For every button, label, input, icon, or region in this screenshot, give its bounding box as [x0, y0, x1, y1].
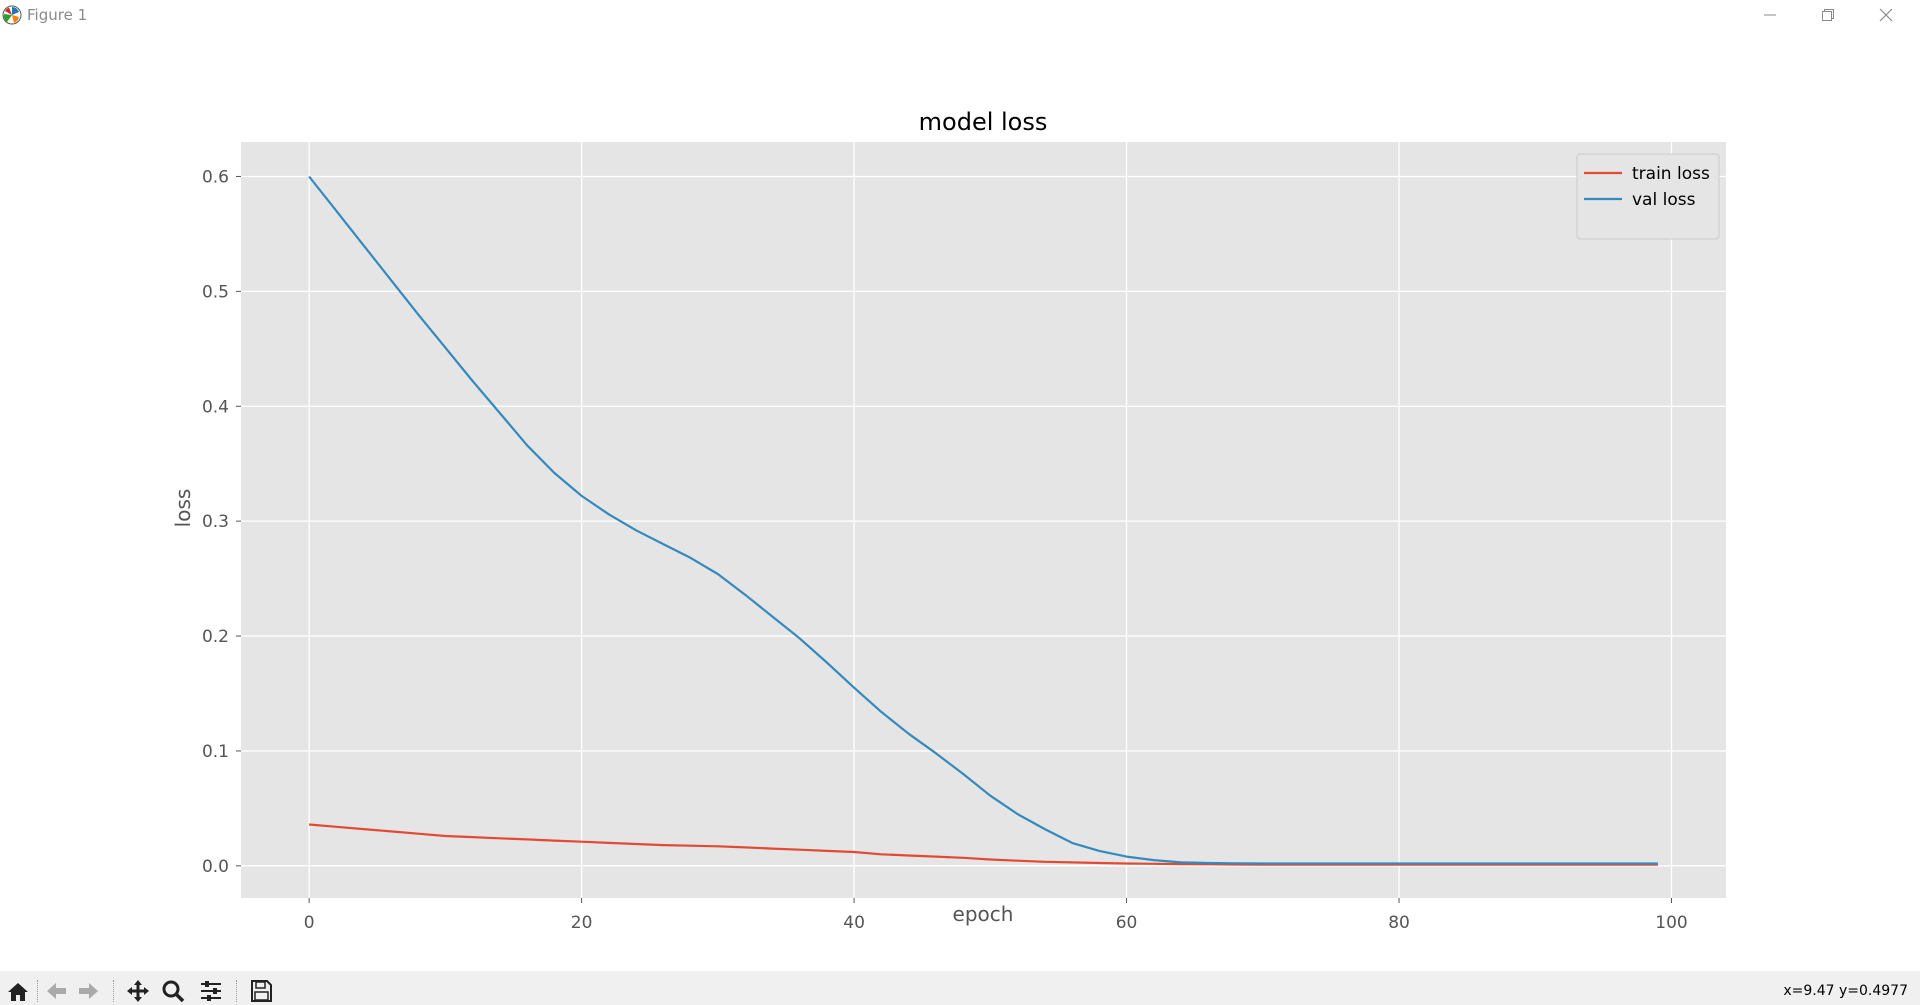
legend-box [1576, 153, 1720, 240]
chart-title: model loss [919, 108, 1048, 136]
restore-button[interactable] [1805, 0, 1851, 30]
series-lines [308, 175, 1658, 866]
legend-entry-label: val loss [1632, 190, 1696, 210]
zoom-icon [162, 980, 185, 1003]
plot-area [241, 142, 1726, 898]
toolbar-separator [113, 980, 115, 1002]
window-titlebar: Figure 1 [0, 0, 1920, 30]
axis-ticks: 0 20 40 60 80 100 0.0 0.1 0.2 0.3 0.4 0.5 0.6 [202, 167, 1688, 933]
series-line-val-loss [308, 175, 1658, 865]
x-tick-label: 80 [1388, 913, 1410, 933]
save-button[interactable] [245, 977, 277, 1005]
back-icon [47, 983, 66, 999]
window-title: Figure 1 [27, 6, 88, 24]
forward-icon [79, 983, 98, 999]
y-tick-label: 0.4 [202, 397, 229, 417]
series-line-train-loss [309, 823, 1658, 866]
y-tick-label: 0.3 [202, 512, 229, 532]
pan-button[interactable] [122, 977, 154, 1005]
close-icon [1879, 8, 1893, 22]
home-icon [8, 983, 28, 1001]
x-tick-label: 20 [571, 913, 593, 933]
toolbar-separator [37, 980, 39, 1002]
restore-icon [1822, 9, 1834, 21]
configure-subplots-button[interactable] [195, 977, 227, 1005]
y-tick-label: 0.6 [202, 167, 229, 187]
y-axis-label: loss [171, 489, 195, 528]
close-button[interactable] [1863, 0, 1909, 30]
legend: train loss val loss [1576, 153, 1720, 240]
cursor-coordinates: x=9.47 y=0.4977 [1783, 983, 1908, 999]
toolbar-separator [236, 980, 238, 1002]
figure-canvas[interactable]: 0 20 40 60 80 100 0.0 0.1 0.2 0.3 0.4 0.5 0.6 model … [0, 30, 1920, 971]
y-tick-label: 0.5 [202, 282, 229, 302]
y-tick-label: 0.1 [202, 742, 229, 762]
x-axis-label: epoch [953, 902, 1014, 926]
minimize-icon [1764, 14, 1776, 16]
pan-icon [127, 980, 149, 1002]
x-tick-label: 60 [1116, 913, 1138, 933]
grid [241, 142, 1726, 898]
legend-entry-label: train loss [1632, 164, 1710, 184]
matplotlib-logo-icon [2, 5, 22, 25]
x-tick-label: 0 [304, 913, 315, 933]
x-tick-label: 100 [1655, 913, 1687, 933]
y-tick-label: 0.2 [202, 627, 229, 647]
x-tick-label: 40 [843, 913, 865, 933]
configure-subplots-icon [201, 981, 221, 1001]
forward-button[interactable] [73, 977, 105, 1005]
zoom-button[interactable] [157, 977, 189, 1005]
y-tick-label: 0.0 [202, 857, 229, 877]
navigation-toolbar: x=9.47 y=0.4977 [0, 971, 1920, 1005]
minimize-button[interactable] [1747, 0, 1793, 30]
save-icon [251, 980, 272, 1002]
home-button[interactable] [2, 977, 34, 1005]
back-button[interactable] [40, 977, 72, 1005]
